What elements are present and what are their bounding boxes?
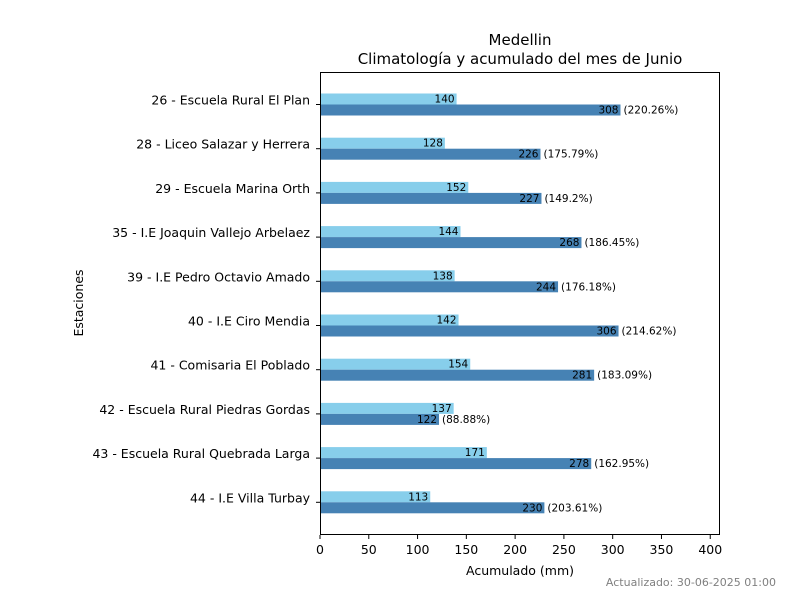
accumulated-bar bbox=[320, 325, 619, 337]
y-tick-label: 40 - I.E Ciro Mendia bbox=[188, 314, 310, 329]
y-tick-label: 39 - I.E Pedro Octavio Amado bbox=[127, 269, 310, 284]
x-axis-label: Acumulado (mm) bbox=[466, 563, 574, 578]
accumulated-value-label: 226 bbox=[518, 149, 538, 161]
y-tick-label: 29 - Escuela Marina Orth bbox=[155, 181, 310, 196]
climatology-bar bbox=[320, 226, 461, 238]
accumulated-value-label: 268 bbox=[559, 237, 579, 249]
climatology-bar bbox=[320, 270, 455, 282]
climatology-value-label: 142 bbox=[436, 315, 456, 327]
percent-label: (183.09%) bbox=[597, 370, 652, 382]
accumulated-value-label: 122 bbox=[417, 414, 437, 426]
accumulated-value-label: 306 bbox=[596, 326, 616, 338]
x-tick-label: 200 bbox=[503, 542, 527, 557]
climatology-bar bbox=[320, 491, 431, 503]
x-tick-label: 250 bbox=[552, 542, 576, 557]
updated-timestamp: Actualizado: 30-06-2025 01:00 bbox=[605, 576, 776, 589]
accumulated-value-label: 281 bbox=[572, 370, 592, 382]
x-tick-label: 400 bbox=[698, 542, 722, 557]
percent-label: (176.18%) bbox=[561, 281, 616, 293]
y-tick-label: 35 - I.E Joaquin Vallejo Arbelaez bbox=[112, 225, 310, 240]
accumulated-value-label: 278 bbox=[569, 458, 589, 470]
accumulated-bar bbox=[320, 458, 592, 470]
climatology-value-label: 113 bbox=[408, 491, 428, 503]
x-tick-label: 350 bbox=[650, 542, 674, 557]
y-axis-label: Estaciones bbox=[71, 269, 86, 336]
y-axis: 26 - Escuela Rural El Plan 28 - Liceo Sal… bbox=[92, 93, 320, 505]
percent-label: (88.88%) bbox=[442, 414, 490, 426]
climatology-value-label: 138 bbox=[433, 270, 453, 282]
x-tick-label: 300 bbox=[601, 542, 625, 557]
percent-label: (186.45%) bbox=[584, 237, 639, 249]
climatology-bar bbox=[320, 93, 457, 105]
climatology-value-label: 128 bbox=[423, 138, 443, 150]
climatology-value-label: 137 bbox=[432, 403, 452, 415]
accumulated-bar bbox=[320, 369, 595, 381]
accumulated-bar bbox=[320, 502, 545, 514]
climatology-value-label: 152 bbox=[446, 182, 466, 194]
y-tick-label: 28 - Liceo Salazar y Herrera bbox=[136, 137, 310, 152]
percent-label: (149.2%) bbox=[544, 193, 592, 205]
accumulated-bar bbox=[320, 104, 621, 116]
climatology-value-label: 171 bbox=[465, 447, 485, 459]
climatology-bar bbox=[320, 181, 469, 193]
climatology-bar bbox=[320, 402, 454, 414]
chart-subtitle: Climatología y acumulado del mes de Juni… bbox=[358, 50, 683, 68]
x-tick-label: 150 bbox=[454, 542, 478, 557]
axes-frame bbox=[320, 72, 720, 535]
x-tick-label: 100 bbox=[406, 542, 430, 557]
accumulated-value-label: 230 bbox=[522, 502, 542, 514]
percent-label: (175.79%) bbox=[543, 149, 598, 161]
accumulated-bar bbox=[320, 148, 541, 160]
y-tick-label: 41 - Comisaria El Poblado bbox=[150, 358, 310, 373]
climatology-value-label: 140 bbox=[435, 94, 455, 106]
percent-label: (203.61%) bbox=[547, 502, 602, 514]
accumulated-value-label: 227 bbox=[519, 193, 539, 205]
x-tick-label: 0 bbox=[316, 542, 324, 557]
x-tick-label: 50 bbox=[361, 542, 377, 557]
percent-label: (220.26%) bbox=[623, 105, 678, 117]
climatology-bar bbox=[320, 314, 459, 326]
plot-area: 140 308 (220.26%) 128 226 (175.79%) 152 227 (149… bbox=[320, 93, 678, 514]
y-tick-label: 42 - Escuela Rural Piedras Gordas bbox=[99, 402, 310, 417]
y-tick-label: 44 - I.E Villa Turbay bbox=[190, 490, 311, 505]
accumulated-value-label: 244 bbox=[536, 281, 556, 293]
y-tick-label: 26 - Escuela Rural El Plan bbox=[151, 93, 310, 108]
accumulated-bar bbox=[320, 413, 440, 425]
accumulated-bar bbox=[320, 281, 559, 293]
percent-label: (214.62%) bbox=[622, 326, 677, 338]
climatology-value-label: 144 bbox=[438, 226, 458, 238]
accumulated-bar bbox=[320, 192, 542, 204]
climatology-bar bbox=[320, 447, 487, 459]
climatology-bar bbox=[320, 137, 445, 149]
x-axis: 0 50 100 150 200 250 300 350 400 bbox=[316, 535, 722, 557]
y-tick-label: 43 - Escuela Rural Quebrada Larga bbox=[92, 446, 310, 461]
percent-label: (162.95%) bbox=[594, 458, 649, 470]
climatology-bar bbox=[320, 358, 471, 370]
chart-title: Medellin bbox=[489, 31, 552, 49]
accumulated-bar bbox=[320, 237, 582, 249]
accumulated-value-label: 308 bbox=[598, 105, 618, 117]
climatology-value-label: 154 bbox=[448, 359, 468, 371]
